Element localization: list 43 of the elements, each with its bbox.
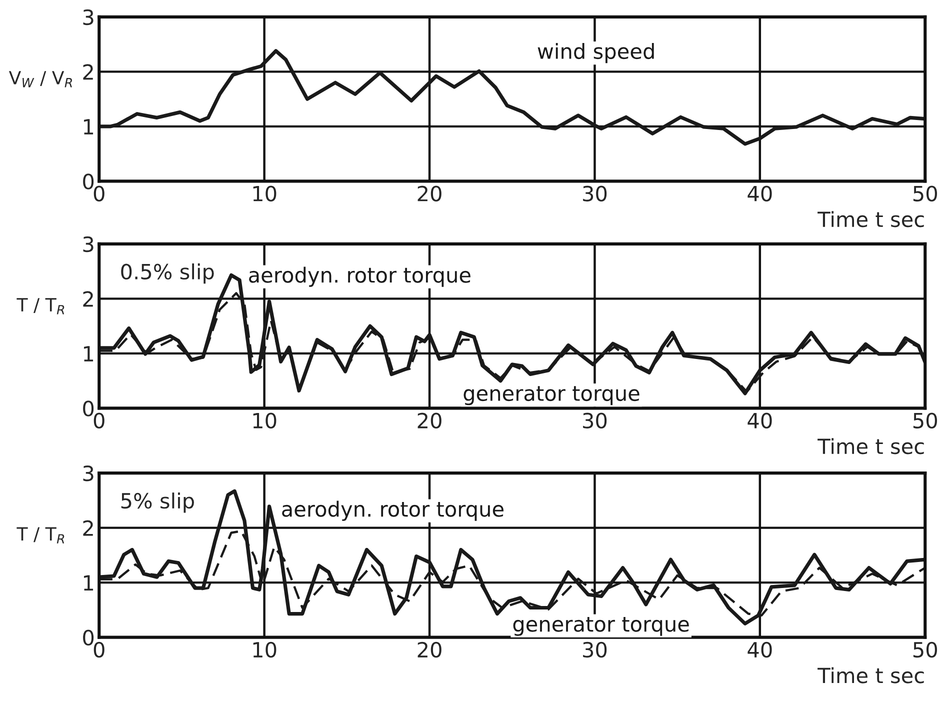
x-tick-label: 0 — [94, 412, 104, 428]
x-tick-label: 40 — [748, 412, 772, 428]
x-tick-label: 20 — [418, 186, 442, 202]
x-tick-label: 0 — [94, 642, 104, 658]
x-axis-title: Time t sec — [818, 667, 924, 684]
x-axis-title: Time t sec — [818, 211, 924, 228]
y-tick-label: 1 — [84, 119, 94, 134]
x-tick-label: 20 — [418, 642, 442, 658]
x-tick-label: 40 — [748, 642, 772, 658]
y-tick-label: 3 — [83, 466, 94, 482]
x-tick-label: 20 — [418, 412, 442, 428]
series-label: generator torque — [464, 386, 640, 406]
series-label: generator torque — [513, 616, 689, 636]
y-tick-label: 2 — [83, 291, 93, 307]
y-axis-title: T / T$_{R}$ — [16, 298, 64, 314]
y-tick-label: 2 — [83, 64, 93, 80]
x-tick-label: 0 — [94, 186, 104, 202]
series-label: aerodyn. rotor torque — [282, 500, 504, 521]
y-tick-label: 0 — [83, 400, 94, 416]
x-tick-label: 30 — [583, 186, 607, 202]
text: wind speed — [538, 42, 654, 64]
x-tick-label: 40 — [748, 186, 772, 202]
x-tick-label: 10 — [253, 642, 276, 658]
y-tick-label: 2 — [83, 520, 93, 536]
y-tick-label: 1 — [84, 575, 94, 590]
x-tick-label: 50 — [913, 642, 937, 658]
x-tick-label: 50 — [913, 186, 937, 202]
y-tick-label: 0 — [83, 174, 94, 190]
y-axis-title: V$_{W}$ / V$_{R}$ — [8, 71, 72, 88]
x-tick-label: 10 — [253, 186, 276, 202]
y-tick-label: 3 — [83, 9, 94, 26]
x-tick-label: 10 — [253, 412, 276, 428]
y-tick-label: 1 — [84, 346, 94, 362]
y-tick-label: 0 — [83, 630, 94, 646]
x-tick-label: 30 — [583, 642, 607, 658]
x-axis-title: Time t sec — [818, 438, 924, 454]
y-tick-label: 3 — [83, 236, 94, 252]
annotation: 5% slip — [121, 492, 194, 513]
series-label: aerodyn. rotor torque — [249, 266, 470, 287]
x-tick-label: 30 — [583, 412, 607, 428]
y-axis-title: T / T$_{R}$ — [16, 527, 64, 544]
x-tick-label: 50 — [913, 412, 937, 428]
annotation: 0.5% slip — [121, 263, 214, 284]
